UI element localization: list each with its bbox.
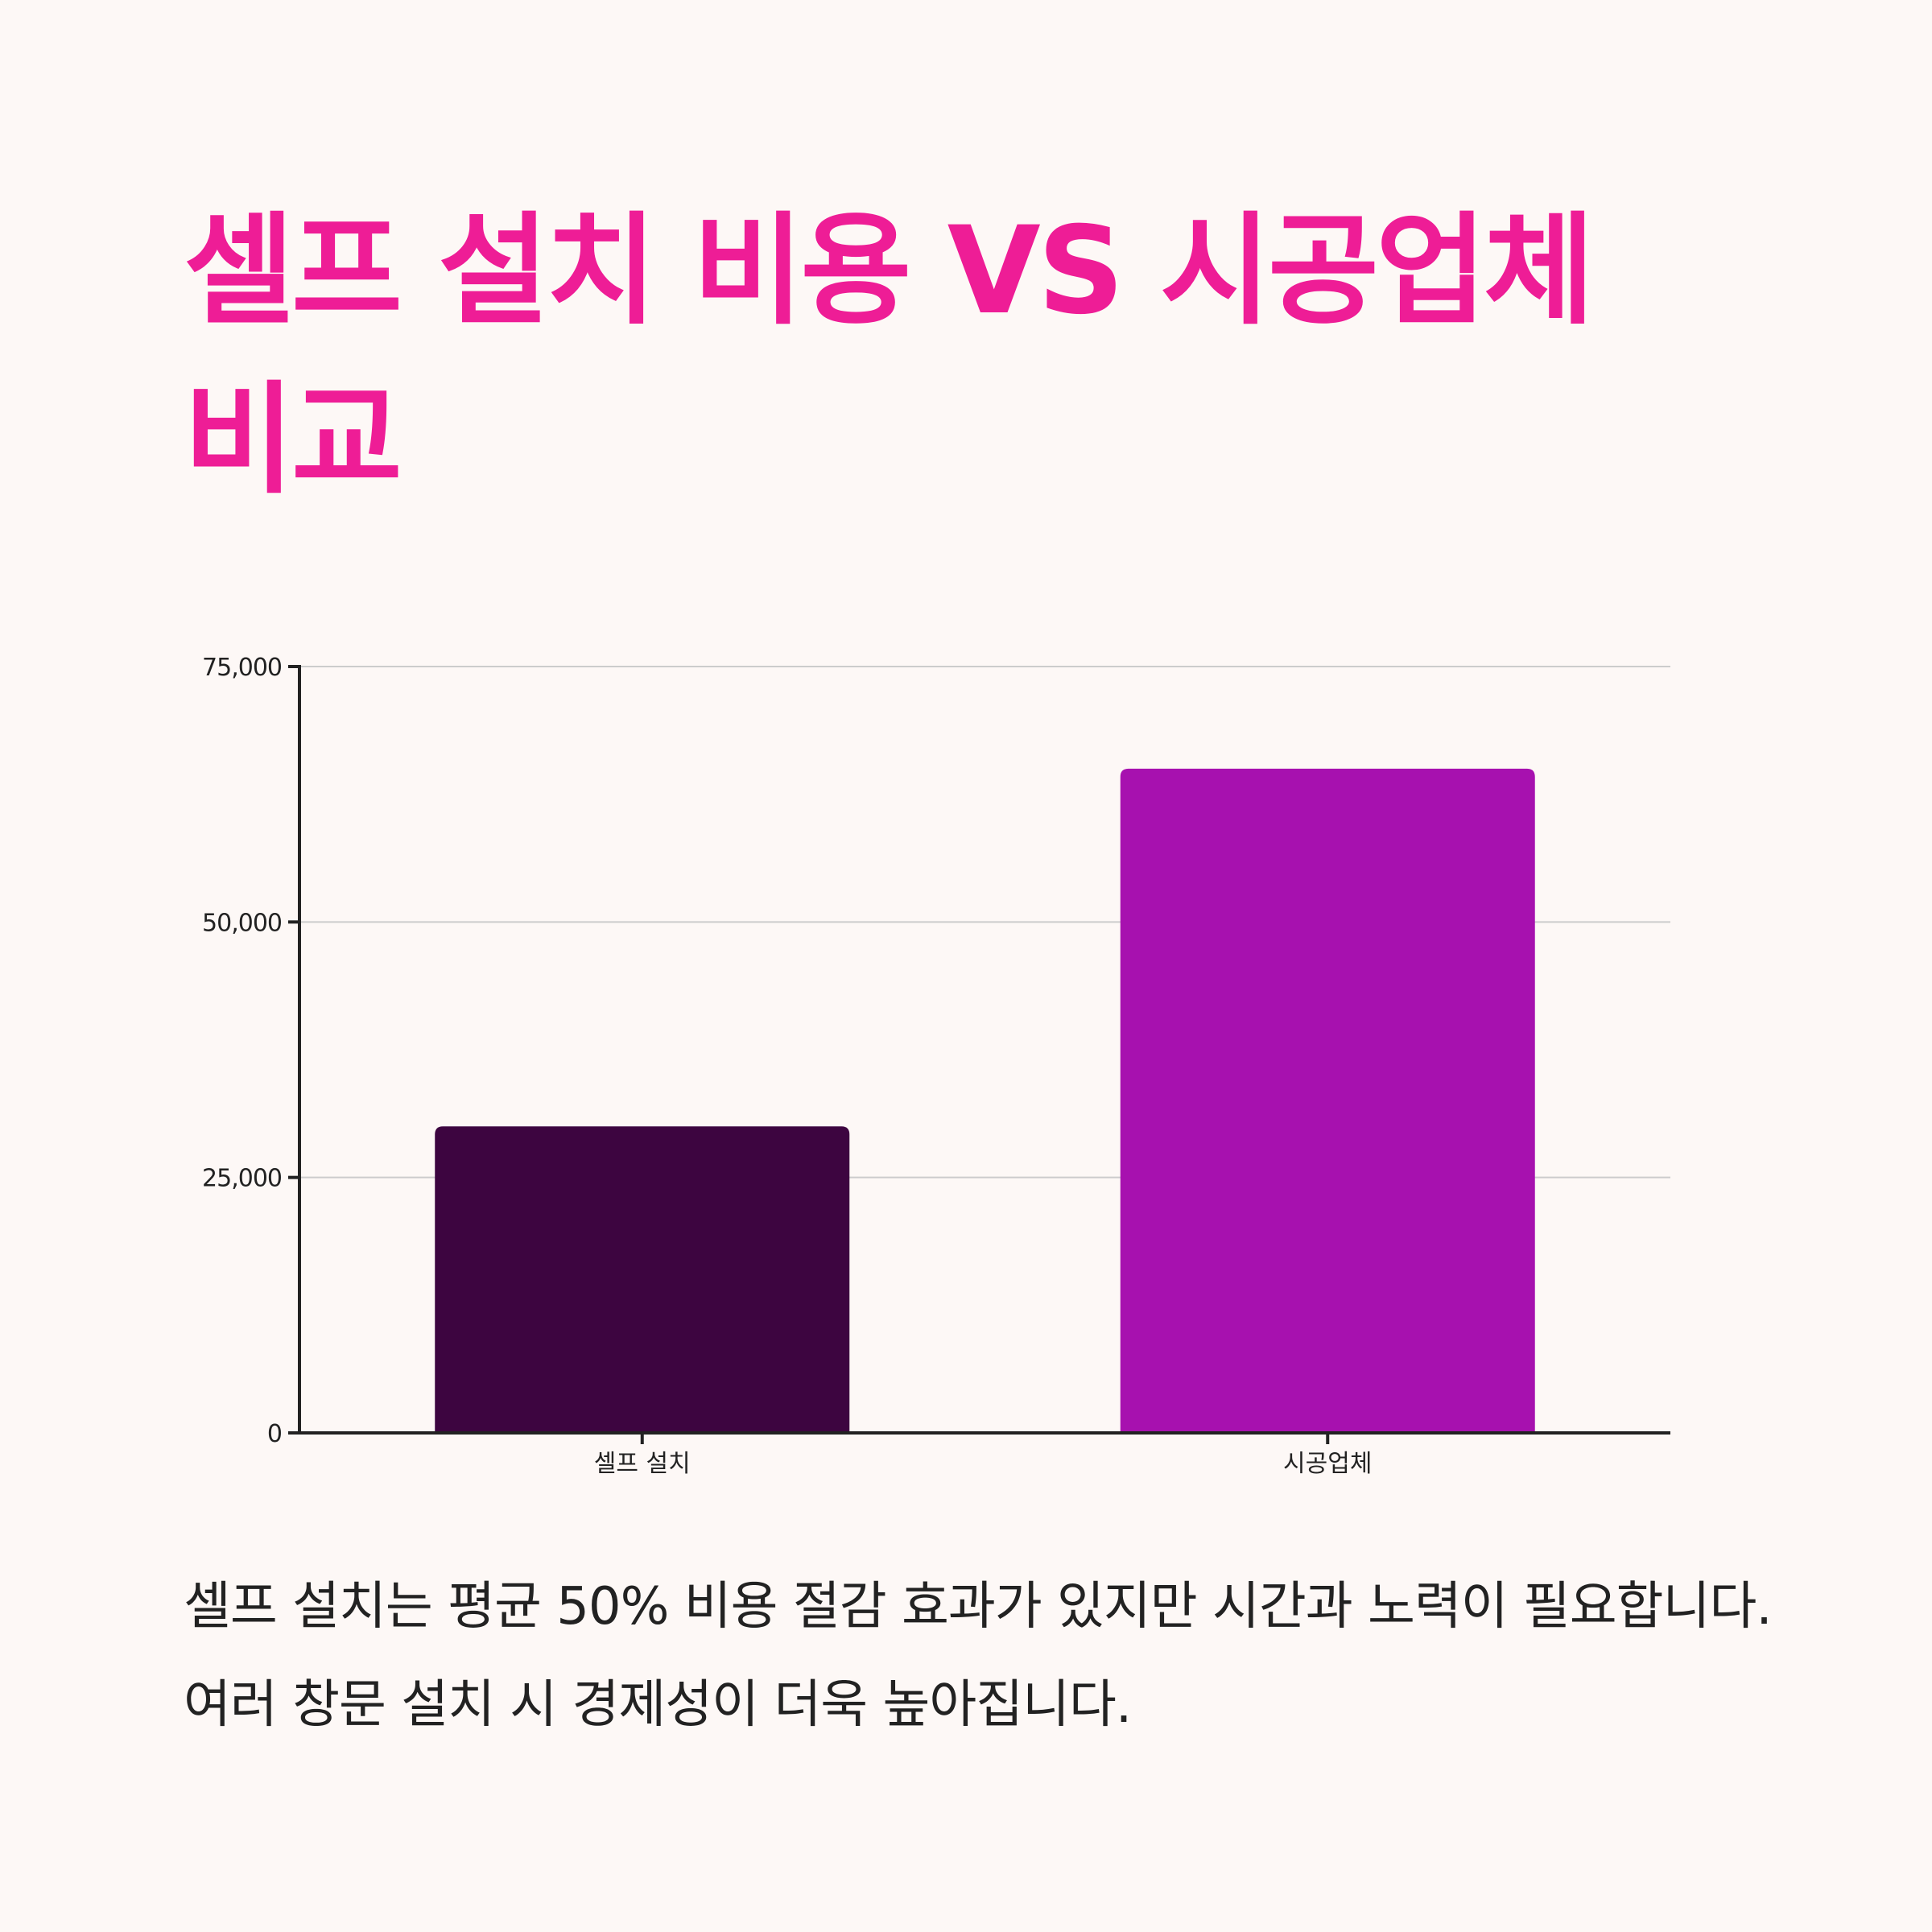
bar-chart: 0 25,000 50,000 75,000 셀프 설치 시공업체 [202, 654, 1670, 1478]
chart-title: 셀프 설치 비용 VS 시공업체 비교 [184, 201, 1595, 510]
y-tick-label: 75,000 [202, 654, 282, 682]
bars [435, 768, 1535, 1433]
y-axis: 0 25,000 50,000 75,000 [202, 654, 301, 1448]
bar-2 [1120, 768, 1535, 1433]
bar-1 [435, 1126, 850, 1433]
x-axis: 셀프 설치 시공업체 [298, 1431, 1670, 1478]
y-tick-label: 50,000 [202, 909, 282, 937]
x-tick-label: 시공업체 [1283, 1450, 1372, 1478]
x-tick-label: 셀프 설치 [594, 1450, 691, 1478]
y-tick-label: 0 [267, 1420, 282, 1448]
caption-text: 셀프 설치는 평균 50% 비용 절감 효과가 있지만 시간과 노력이 필요합니… [184, 1577, 1773, 1735]
y-tick-label: 25,000 [202, 1165, 282, 1193]
